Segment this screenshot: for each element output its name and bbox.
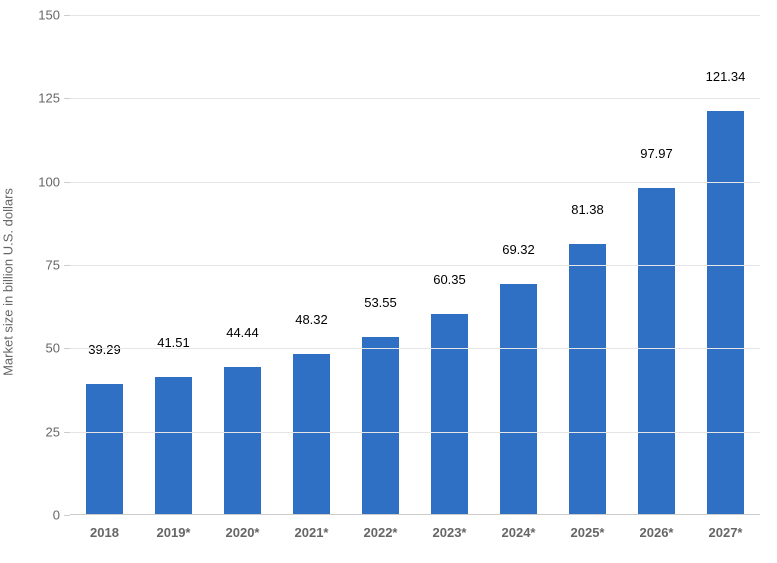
x-tick-label: 2022* xyxy=(364,515,398,540)
bar[interactable] xyxy=(86,384,124,515)
y-tick-label: 150 xyxy=(38,8,70,23)
bar[interactable] xyxy=(500,284,538,515)
x-tick-label: 2024* xyxy=(502,515,536,540)
bar[interactable] xyxy=(224,367,262,515)
x-tick-label: 2018 xyxy=(90,515,119,540)
bar-value-label: 81.38 xyxy=(571,202,604,223)
gridline xyxy=(70,182,760,183)
bar-value-label: 44.44 xyxy=(226,325,259,346)
x-tick-label: 2020* xyxy=(226,515,260,540)
y-tick-label: 0 xyxy=(53,508,70,523)
bar[interactable] xyxy=(293,354,331,515)
y-axis-title: Market size in billion U.S. dollars xyxy=(1,188,16,376)
bar[interactable] xyxy=(638,188,676,515)
plot-area: 39.29 41.51 44.44 48.32 53.55 60.35 69.32 81.38… xyxy=(70,15,760,515)
bar-value-label: 48.32 xyxy=(295,312,328,333)
bar-value-label: 39.29 xyxy=(88,342,121,363)
bar-chart: Market size in billion U.S. dollars 39.2… xyxy=(0,0,777,563)
x-tick-label: 2021* xyxy=(295,515,329,540)
y-tick-label: 100 xyxy=(38,174,70,189)
x-tick-label: 2025* xyxy=(571,515,605,540)
bar[interactable] xyxy=(707,111,745,515)
bar-value-label: 97.97 xyxy=(640,146,673,167)
x-tick-label: 2019* xyxy=(157,515,191,540)
bar[interactable] xyxy=(431,314,469,515)
y-tick-label: 50 xyxy=(46,341,70,356)
bar-value-label: 121.34 xyxy=(706,69,746,90)
gridline xyxy=(70,15,760,16)
gridline xyxy=(70,432,760,433)
x-tick-label: 2027* xyxy=(709,515,743,540)
bar-value-label: 53.55 xyxy=(364,295,397,316)
gridline xyxy=(70,98,760,99)
bar-value-label: 41.51 xyxy=(157,335,190,356)
bar[interactable] xyxy=(569,244,607,515)
x-tick-label: 2023* xyxy=(433,515,467,540)
y-tick-label: 125 xyxy=(38,91,70,106)
y-tick-label: 25 xyxy=(46,424,70,439)
bar-value-label: 69.32 xyxy=(502,242,535,263)
gridline xyxy=(70,265,760,266)
bar[interactable] xyxy=(155,377,193,515)
bar-value-label: 60.35 xyxy=(433,272,466,293)
bar[interactable] xyxy=(362,337,400,516)
y-tick-label: 75 xyxy=(46,258,70,273)
gridline xyxy=(70,348,760,349)
x-tick-label: 2026* xyxy=(640,515,674,540)
